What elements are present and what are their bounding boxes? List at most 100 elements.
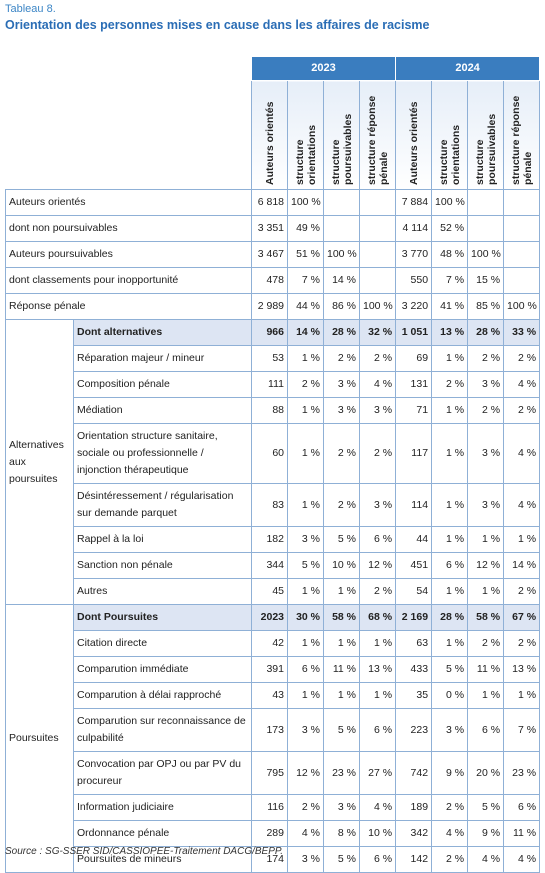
row-label: Auteurs poursuivables [5, 241, 252, 268]
corner [6, 81, 252, 190]
value-cell: 3 % [467, 371, 505, 398]
value-cell: 795 [251, 751, 288, 795]
value-cell: 2 989 [251, 293, 288, 320]
value-cell: 58 % [323, 604, 360, 631]
value-cell: 100 % [431, 189, 469, 216]
row-label: Convocation par OPJ ou par PV du procure… [73, 751, 252, 795]
value-cell: 3 % [323, 397, 360, 424]
value-cell: 1 % [287, 483, 324, 527]
value-cell: 289 [251, 820, 288, 847]
table-row: Autres 45 1 % 1 % 2 % 54 1 % 1 % 2 % [6, 578, 541, 605]
column-header-text: Auteurs orientés [263, 101, 276, 185]
value-cell [503, 215, 541, 242]
value-cell: 2 % [323, 423, 360, 484]
value-cell: 11 % [323, 656, 360, 683]
value-cell: 5 % [323, 708, 360, 752]
value-cell: 13 % [358, 656, 397, 683]
value-cell: 86 % [323, 293, 360, 320]
value-cell: 8 % [323, 820, 360, 847]
value-cell: 9 % [431, 751, 469, 795]
table-row: Poursuites Dont Poursuites 2023 30 % 58 % 68 … [5, 604, 541, 873]
value-cell [503, 241, 541, 268]
value-cell: 1 % [323, 578, 360, 605]
row-label: Dont alternatives [73, 319, 252, 346]
value-cell: 344 [251, 552, 288, 579]
value-cell: 3 % [431, 708, 469, 752]
row-label: Rappel à la loi [73, 526, 252, 553]
table-row: dont non poursuivables 3 351 49 % 4 114 52 % [5, 215, 541, 242]
row-label: Réponse pénale [5, 293, 252, 320]
column-header-text: structure poursuivables [329, 113, 354, 185]
value-cell: 15 % [467, 267, 505, 294]
value-cell: 85 % [467, 293, 505, 320]
value-cell: 35 [395, 682, 433, 709]
table-row: Information judiciaire 116 2 % 3 % 4 % 189 2 %… [6, 794, 541, 821]
value-cell: 2 % [358, 423, 397, 484]
value-cell: 4 % [287, 820, 324, 847]
value-cell: 10 % [323, 552, 360, 579]
value-cell: 12 % [358, 552, 397, 579]
value-cell: 4 % [503, 483, 541, 527]
value-cell: 2 % [431, 794, 469, 821]
row-label: Sanction non pénale [73, 552, 252, 579]
value-cell: 6 % [431, 552, 469, 579]
value-cell: 63 [395, 630, 433, 657]
value-cell: 5 % [287, 552, 324, 579]
row-label: Réparation majeur / mineur [73, 345, 252, 372]
table-row: Désintéressement / régularisation sur de… [6, 483, 541, 527]
column-header-text: structure orientations [437, 124, 462, 185]
row-label: Auteurs orientés [5, 189, 252, 216]
value-cell: 71 [395, 397, 433, 424]
value-cell: 100 % [323, 241, 360, 268]
value-cell: 1 % [323, 682, 360, 709]
column-header-text: structure poursuivables [473, 113, 498, 185]
row-label: Médiation [73, 397, 252, 424]
table-head: 2023 2024 Auteurs orientés structure orien… [6, 56, 541, 190]
value-cell: 1 % [358, 682, 397, 709]
column-header: structure réponse pénale [358, 80, 397, 190]
value-cell: 173 [251, 708, 288, 752]
value-cell: 9 % [467, 820, 505, 847]
year-row: 2023 2024 [6, 56, 541, 81]
row-label: Orientation structure sanitaire, sociale… [73, 423, 252, 484]
value-cell: 11 % [503, 820, 541, 847]
value-cell: 1 % [431, 345, 469, 372]
value-cell: 13 % [431, 319, 469, 346]
value-cell: 1 % [323, 630, 360, 657]
value-cell [503, 267, 541, 294]
year-header: 2024 [395, 56, 541, 81]
value-cell: 100 % [287, 189, 324, 216]
value-cell: 4 % [503, 371, 541, 398]
value-cell: 41 % [431, 293, 469, 320]
column-header: structure orientations [431, 80, 469, 190]
value-cell: 28 % [431, 604, 469, 631]
row-label: Information judiciaire [73, 794, 252, 821]
column-header: Auteurs orientés [251, 80, 288, 190]
value-cell: 6 % [358, 846, 397, 873]
value-cell: 7 % [503, 708, 541, 752]
value-cell: 1 % [431, 630, 469, 657]
value-cell: 1 % [287, 345, 324, 372]
value-cell: 3 % [323, 371, 360, 398]
row-label: Composition pénale [73, 371, 252, 398]
value-cell [467, 189, 505, 216]
value-cell: 28 % [467, 319, 505, 346]
value-cell: 14 % [323, 267, 360, 294]
value-cell: 5 % [323, 846, 360, 873]
value-cell: 111 [251, 371, 288, 398]
value-cell: 6 818 [251, 189, 288, 216]
value-cell: 1 % [431, 526, 469, 553]
column-row: Auteurs orientés structure orientations st… [6, 80, 541, 190]
value-cell: 12 % [287, 751, 324, 795]
value-cell: 3 % [467, 423, 505, 484]
value-cell: 742 [395, 751, 433, 795]
table-row: Comparution sur reconnaissance de culpab… [6, 708, 541, 752]
data-table: 2023 2024 Auteurs orientés structure orien… [5, 56, 541, 873]
value-cell: 68 % [358, 604, 397, 631]
value-cell: 1 % [503, 682, 541, 709]
value-cell: 53 [251, 345, 288, 372]
value-cell: 433 [395, 656, 433, 683]
table-row: Réponse pénale 2 989 44 % 86 % 100 % 3 220 41 … [5, 293, 541, 320]
value-cell: 2 % [503, 630, 541, 657]
